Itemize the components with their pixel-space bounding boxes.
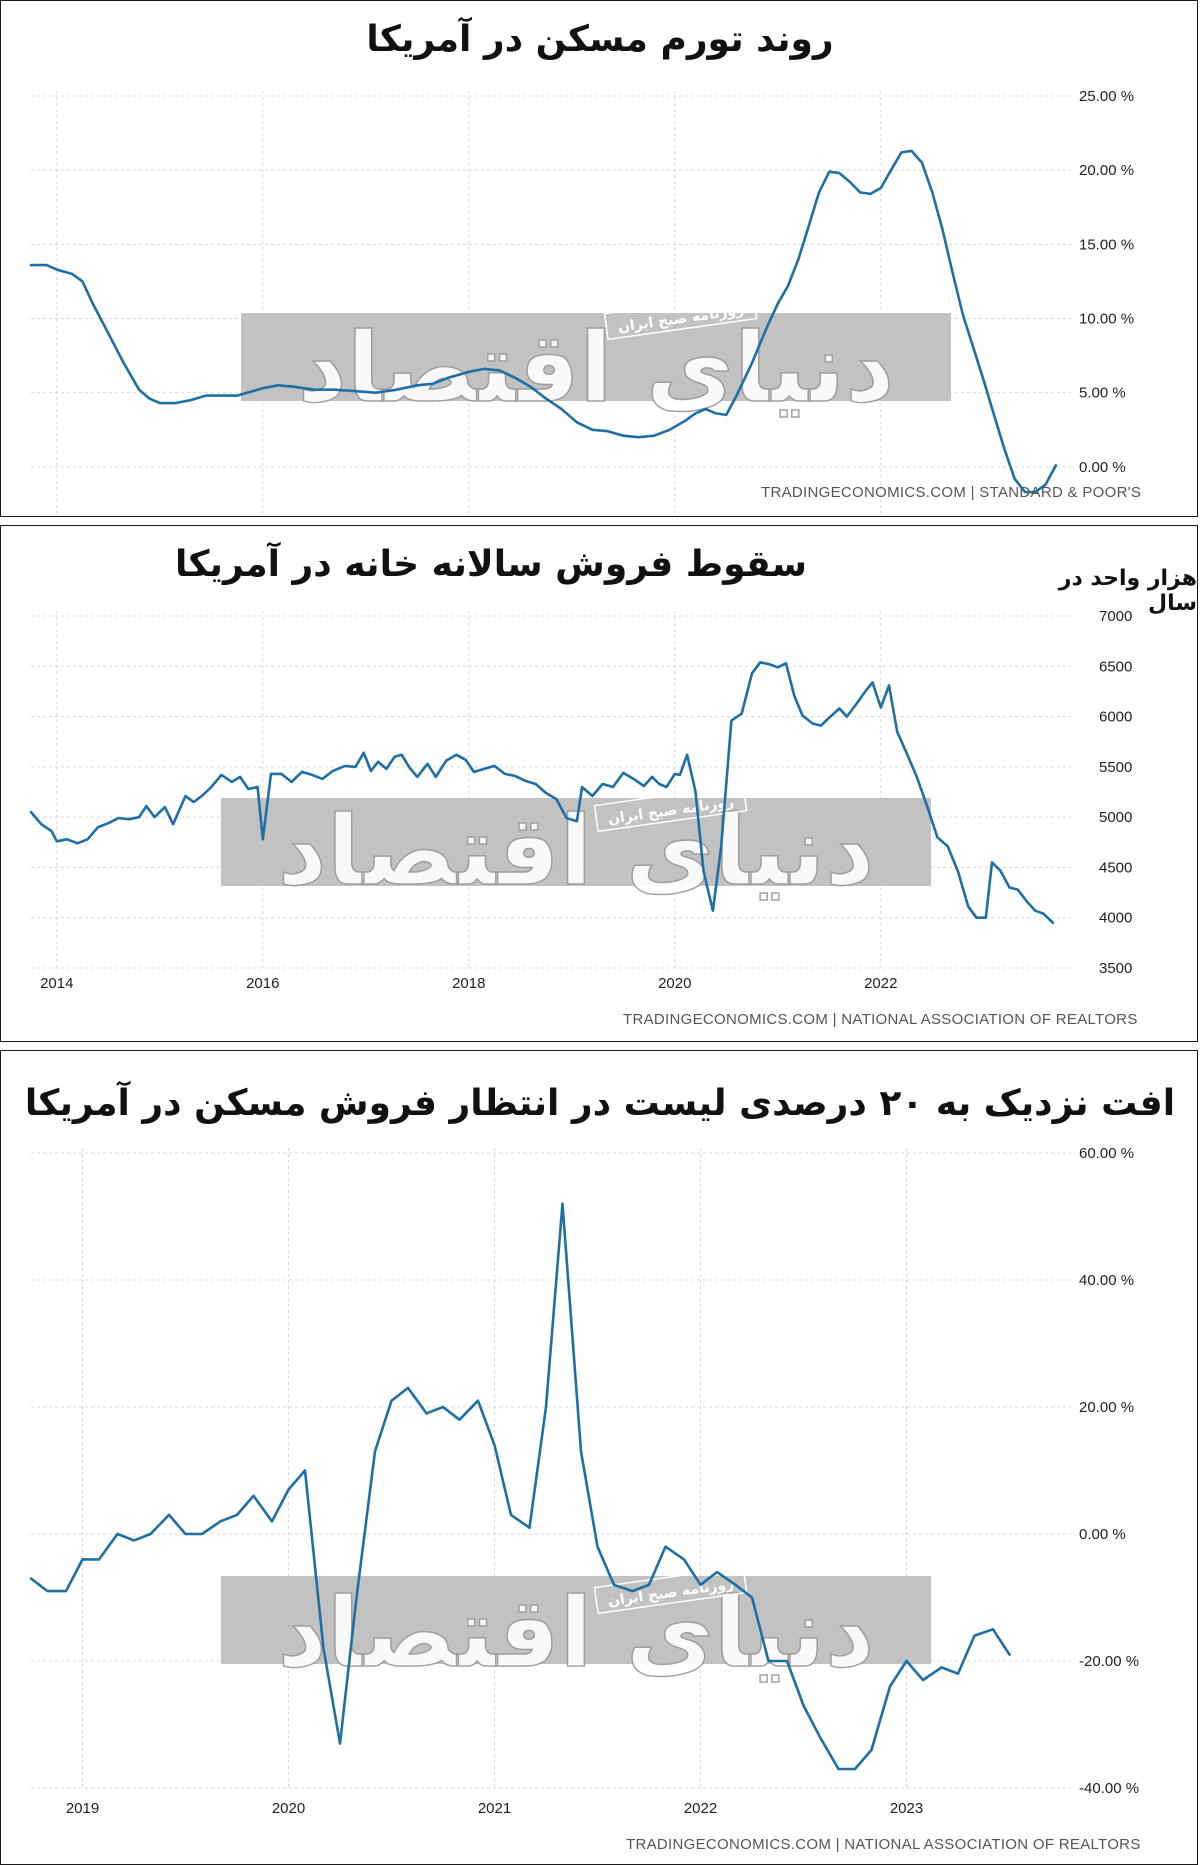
watermark-logo: دنیای اقتصاد <box>298 312 895 424</box>
watermark-box <box>241 313 951 401</box>
x-tick-label: 2020 <box>272 1800 305 1817</box>
y-tick-label: -40.00 % <box>1079 1780 1139 1797</box>
y-tick-label: 0.00 % <box>1079 459 1126 476</box>
y-tick-label: 3500 <box>1099 960 1132 977</box>
y-tick-label: 0.00 % <box>1079 1526 1126 1543</box>
y-tick-label: 5.00 % <box>1079 385 1126 402</box>
y-tick-label: 6500 <box>1099 658 1132 675</box>
chart-panel-housing-inflation: روند تورم مسکن در آمریکا دنیای اقتصاد روز… <box>0 0 1198 517</box>
chart-source: TRADINGECONOMICS.COM | NATIONAL ASSOCIAT… <box>626 1836 1141 1853</box>
x-tick-label: 2021 <box>478 1800 511 1817</box>
watermark-box <box>221 798 931 886</box>
y-tick-label: 7000 <box>1099 608 1132 625</box>
watermark-logo: دنیای اقتصاد <box>278 1577 875 1689</box>
chart-source: TRADINGECONOMICS.COM | STANDARD & POOR'S <box>761 484 1142 501</box>
y-tick-label: 6000 <box>1099 709 1132 726</box>
series-line <box>29 661 1055 924</box>
y-tick-label: 25.00 % <box>1079 88 1134 105</box>
y-tick-label: 15.00 % <box>1079 236 1134 253</box>
y-tick-label: 4500 <box>1099 859 1132 876</box>
chart-source: TRADINGECONOMICS.COM | NATIONAL ASSOCIAT… <box>623 1011 1138 1028</box>
gridlines <box>31 611 1071 969</box>
y-tick-label: 5500 <box>1099 759 1132 776</box>
x-tick-label: 2023 <box>890 1800 923 1817</box>
chart-panel-home-sales: سقوط فروش سالانه خانه در آمریکا هزار واح… <box>0 525 1198 1042</box>
x-tick-label: 2020 <box>658 975 691 992</box>
y-tick-label: 5000 <box>1099 809 1132 826</box>
x-tick-label: 2022 <box>684 1800 717 1817</box>
watermark-logo: دنیای اقتصاد <box>278 795 875 907</box>
y-tick-label: 60.00 % <box>1079 1145 1134 1162</box>
x-tick-label: 2016 <box>246 975 279 992</box>
unit-label: هزار واحد در سال <box>1058 566 1197 616</box>
chart-title: روند تورم مسکن در آمریکا <box>366 19 834 60</box>
chart-title: سقوط فروش سالانه خانه در آمریکا <box>174 544 808 585</box>
y-tick-label: -20.00 % <box>1079 1653 1139 1670</box>
watermark-box <box>221 1576 931 1664</box>
y-tick-label: 20.00 % <box>1079 1399 1134 1416</box>
y-tick-label: 40.00 % <box>1079 1272 1134 1289</box>
x-tick-label: 2019 <box>66 1800 99 1817</box>
series-line <box>29 149 1058 494</box>
series-line <box>29 1202 1011 1771</box>
gridlines <box>31 1148 1071 1789</box>
y-tick-label: 4000 <box>1099 910 1132 927</box>
x-tick-label: 2014 <box>40 975 73 992</box>
chart-panel-pending-sales: افت نزدیک به ۲۰ درصدی لیست در انتظار فرو… <box>0 1050 1198 1865</box>
y-tick-label: 20.00 % <box>1079 162 1134 179</box>
x-tick-label: 2018 <box>452 975 485 992</box>
chart-title: افت نزدیک به ۲۰ درصدی لیست در انتظار فرو… <box>24 1083 1176 1124</box>
y-tick-label: 10.00 % <box>1079 311 1134 328</box>
x-tick-label: 2022 <box>864 975 897 992</box>
